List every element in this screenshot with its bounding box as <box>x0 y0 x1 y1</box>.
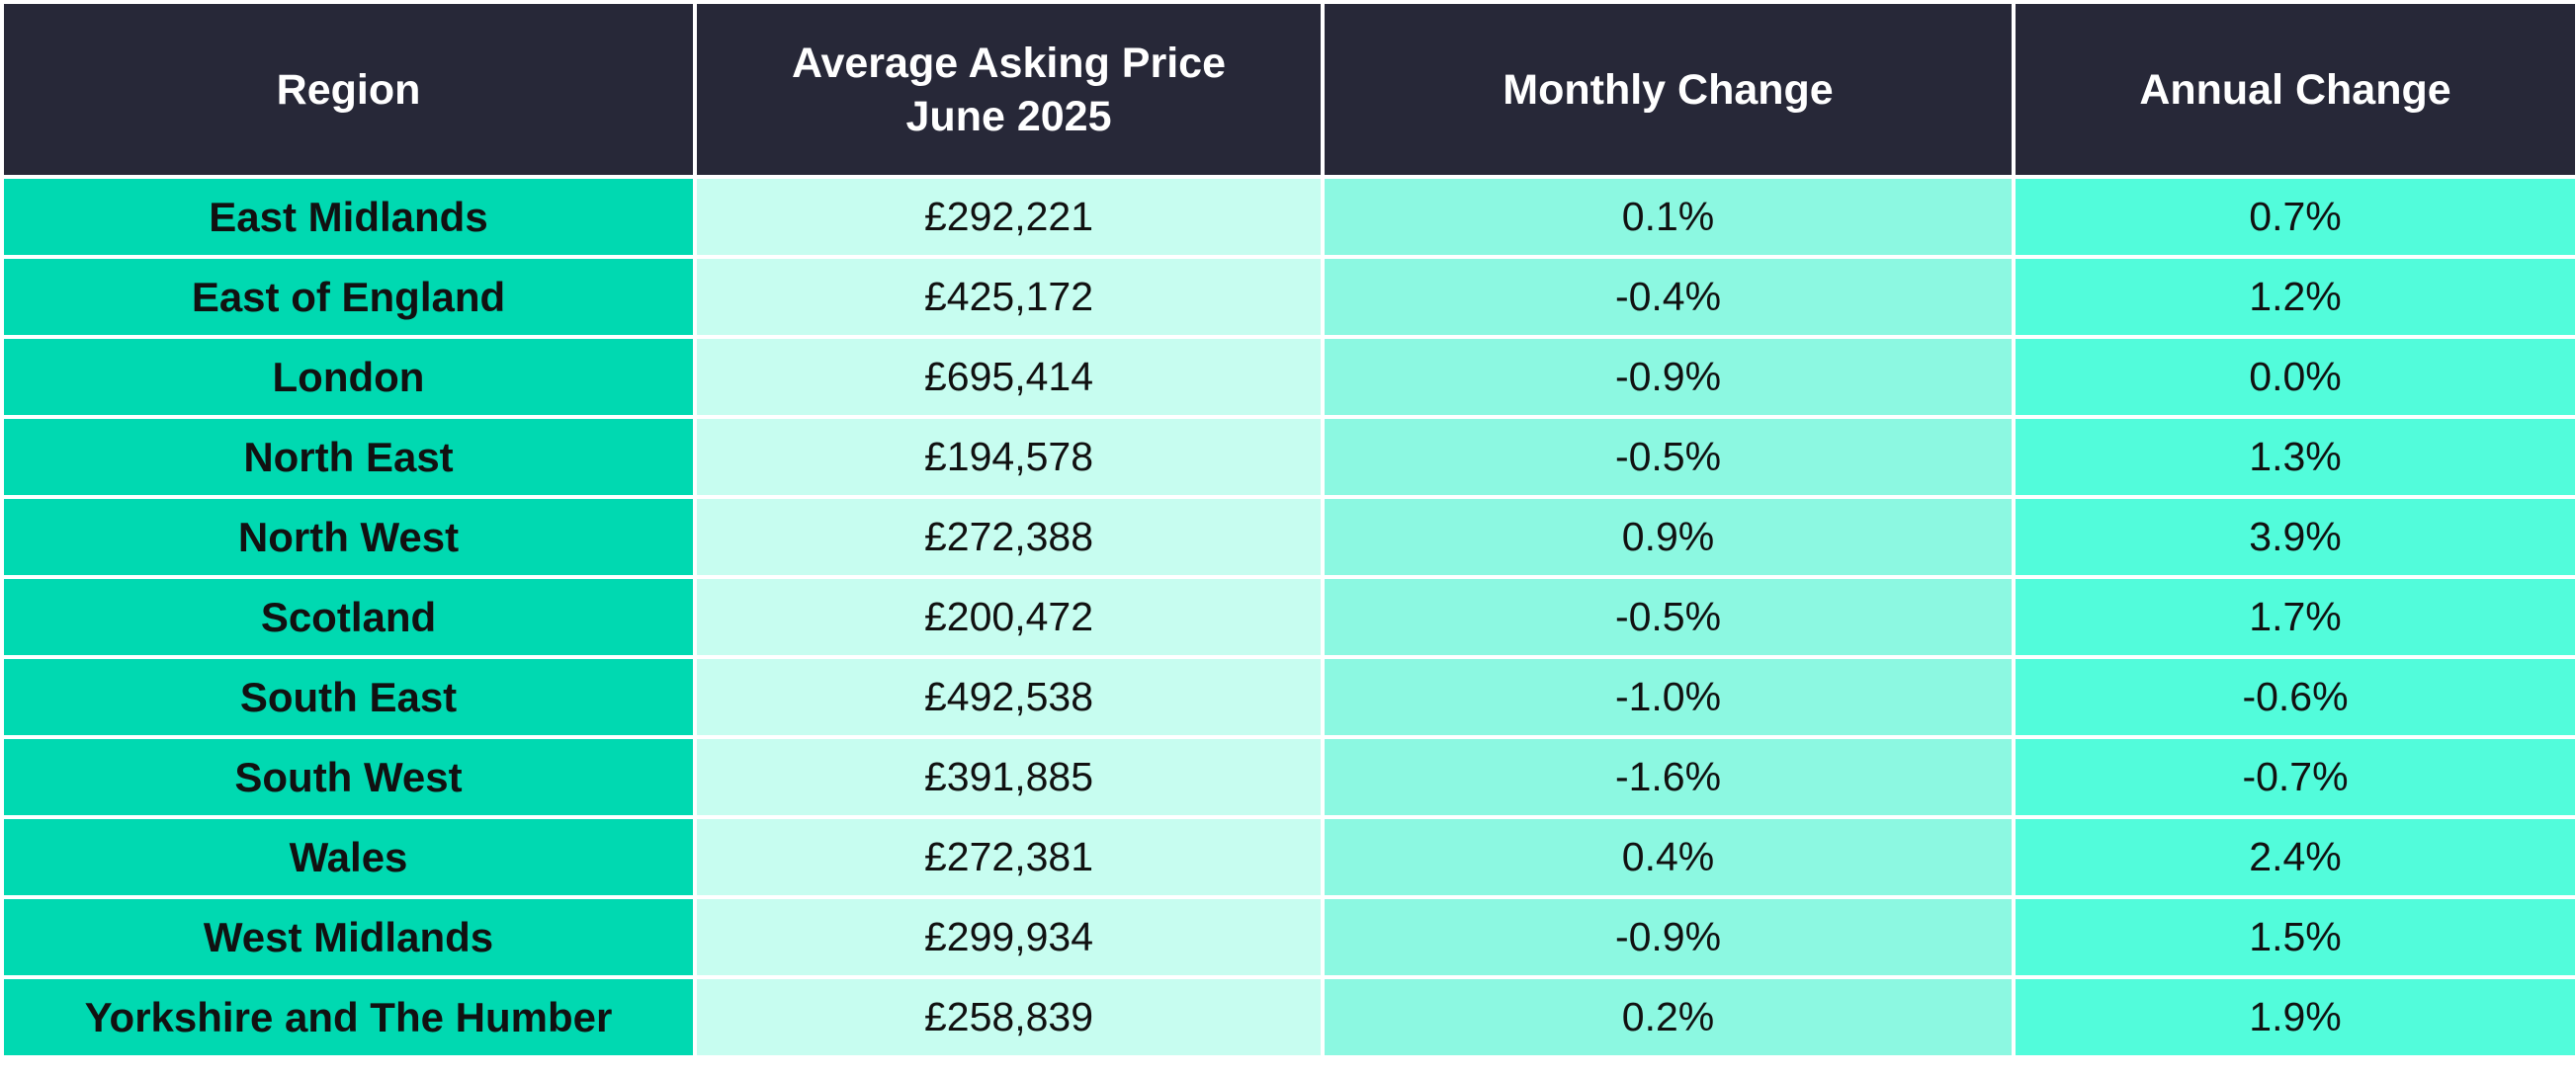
table-row: West Midlands £299,934 -0.9% 1.5% <box>4 899 2575 975</box>
asking-price-cell: £695,414 <box>697 339 1321 415</box>
monthly-change-cell: 0.4% <box>1325 819 2012 895</box>
annual-change-cell: -0.6% <box>2016 659 2575 735</box>
annual-change-cell: 1.2% <box>2016 259 2575 335</box>
monthly-change-cell: -1.0% <box>1325 659 2012 735</box>
asking-price-cell: £194,578 <box>697 419 1321 495</box>
annual-change-cell: 1.9% <box>2016 979 2575 1055</box>
region-cell: East of England <box>4 259 693 335</box>
asking-price-cell: £272,388 <box>697 499 1321 575</box>
price-header-line1: Average Asking Price <box>792 39 1226 87</box>
annual-change-cell: 2.4% <box>2016 819 2575 895</box>
monthly-change-cell: -0.9% <box>1325 899 2012 975</box>
table-row: East Midlands £292,221 0.1% 0.7% <box>4 179 2575 255</box>
annual-change-cell: 1.5% <box>2016 899 2575 975</box>
region-cell: South East <box>4 659 693 735</box>
monthly-change-cell: -0.4% <box>1325 259 2012 335</box>
table-row: South East £492,538 -1.0% -0.6% <box>4 659 2575 735</box>
table-row: London £695,414 -0.9% 0.0% <box>4 339 2575 415</box>
region-cell: Yorkshire and The Humber <box>4 979 693 1055</box>
region-cell: North East <box>4 419 693 495</box>
table-row: Scotland £200,472 -0.5% 1.7% <box>4 579 2575 655</box>
monthly-change-cell: 0.1% <box>1325 179 2012 255</box>
asking-price-cell: £292,221 <box>697 179 1321 255</box>
annual-change-cell: 1.3% <box>2016 419 2575 495</box>
monthly-change-cell: -0.9% <box>1325 339 2012 415</box>
monthly-change-cell: 0.2% <box>1325 979 2012 1055</box>
region-cell: Scotland <box>4 579 693 655</box>
asking-price-cell: £272,381 <box>697 819 1321 895</box>
table-row: North West £272,388 0.9% 3.9% <box>4 499 2575 575</box>
monthly-change-cell: -1.6% <box>1325 739 2012 815</box>
asking-price-cell: £391,885 <box>697 739 1321 815</box>
region-cell: London <box>4 339 693 415</box>
annual-change-cell: 3.9% <box>2016 499 2575 575</box>
asking-price-cell: £258,839 <box>697 979 1321 1055</box>
region-column-header: Region <box>4 4 693 175</box>
annual-change-cell: 0.0% <box>2016 339 2575 415</box>
annual-change-cell: -0.7% <box>2016 739 2575 815</box>
region-cell: North West <box>4 499 693 575</box>
monthly-change-column-header: Monthly Change <box>1325 4 2012 175</box>
asking-price-cell: £425,172 <box>697 259 1321 335</box>
header-row: Region Average Asking Price June 2025 Mo… <box>4 4 2575 175</box>
price-column-header: Average Asking Price June 2025 <box>697 4 1321 175</box>
table-row: Yorkshire and The Humber £258,839 0.2% 1.9% <box>4 979 2575 1055</box>
region-cell: South West <box>4 739 693 815</box>
table-row: East of England £425,172 -0.4% 1.2% <box>4 259 2575 335</box>
monthly-change-cell: -0.5% <box>1325 579 2012 655</box>
region-cell: East Midlands <box>4 179 693 255</box>
region-cell: Wales <box>4 819 693 895</box>
table-row: South West £391,885 -1.6% -0.7% <box>4 739 2575 815</box>
price-header-line2: June 2025 <box>905 92 1112 140</box>
annual-change-cell: 0.7% <box>2016 179 2575 255</box>
asking-price-cell: £299,934 <box>697 899 1321 975</box>
table-row: Wales £272,381 0.4% 2.4% <box>4 819 2575 895</box>
asking-price-cell: £200,472 <box>697 579 1321 655</box>
table-row: North East £194,578 -0.5% 1.3% <box>4 419 2575 495</box>
monthly-change-cell: 0.9% <box>1325 499 2012 575</box>
monthly-change-cell: -0.5% <box>1325 419 2012 495</box>
asking-price-cell: £492,538 <box>697 659 1321 735</box>
annual-change-cell: 1.7% <box>2016 579 2575 655</box>
region-cell: West Midlands <box>4 899 693 975</box>
annual-change-column-header: Annual Change <box>2016 4 2575 175</box>
